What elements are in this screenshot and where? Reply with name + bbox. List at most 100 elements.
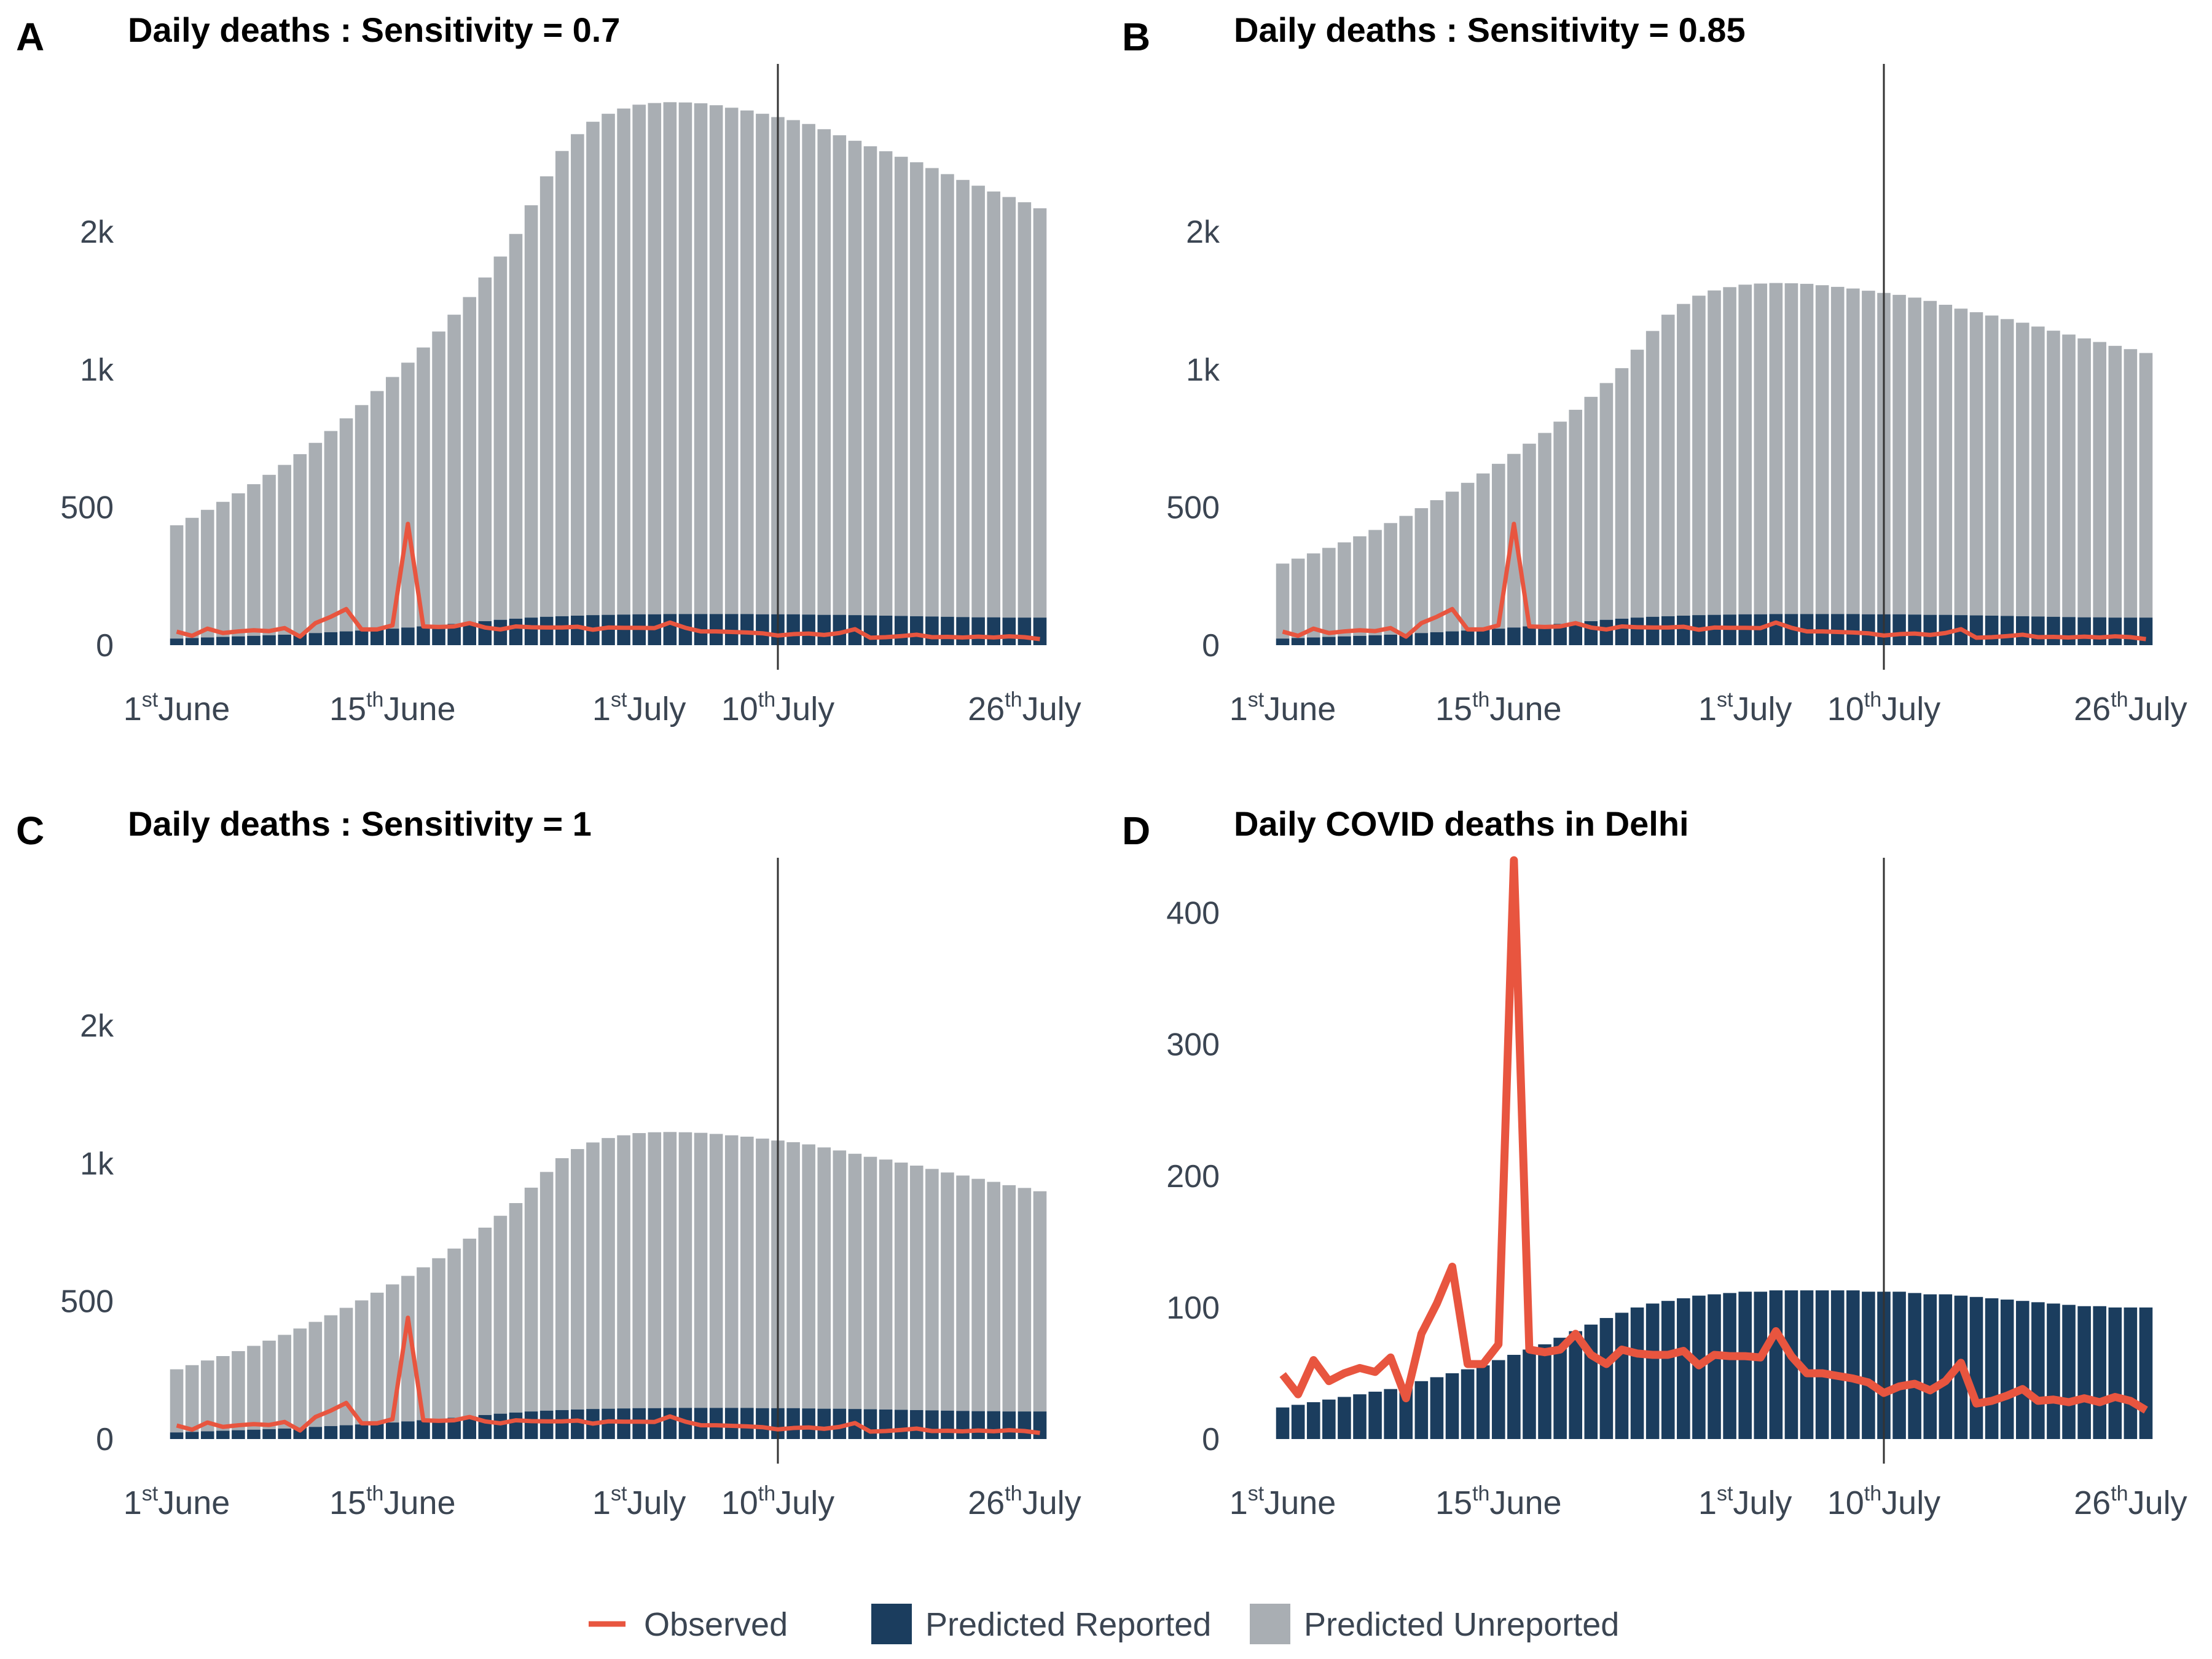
- bar-unreported: [678, 102, 692, 614]
- bar-unreported: [678, 1132, 692, 1408]
- bar-reported: [247, 1429, 261, 1439]
- bar-unreported: [848, 1153, 862, 1410]
- panel-a: A Daily deaths : Sensitivity = 0.7 0 500 1…: [16, 10, 1081, 728]
- bar-unreported: [262, 474, 276, 635]
- bar-reported: [1862, 1292, 1875, 1439]
- bar-unreported: [2108, 345, 2122, 618]
- bar-reported: [185, 1432, 199, 1439]
- bar-reported: [2124, 618, 2138, 645]
- bar-reported: [1830, 1290, 1845, 1439]
- observed-line: [176, 522, 1040, 641]
- bar-unreported: [833, 1150, 847, 1409]
- bar-unreported: [1491, 463, 1505, 629]
- bar-unreported: [1908, 297, 1921, 615]
- bar-unreported: [1892, 294, 1906, 614]
- bar-unreported: [1399, 516, 1413, 634]
- bar-reported: [308, 1427, 323, 1439]
- bar-reported: [1630, 1307, 1644, 1439]
- bar-unreported: [1353, 536, 1367, 636]
- x-tick-label: 10thJuly: [721, 1482, 834, 1521]
- bar-reported: [740, 614, 754, 645]
- bar-unreported: [941, 174, 954, 617]
- bar-unreported: [1723, 287, 1736, 615]
- bar-reported: [509, 618, 523, 645]
- bar-reported: [1985, 616, 1999, 645]
- bar-unreported: [894, 1163, 908, 1410]
- bar-reported: [786, 1408, 800, 1439]
- bar-unreported: [1754, 283, 1768, 614]
- bar-reported: [802, 614, 815, 645]
- bar-unreported: [247, 1346, 261, 1430]
- bar-unreported: [1708, 290, 1721, 615]
- plot-area-c: 0 500 1k 2k 1stJune 15thJune 1stJuly 10thJuly 26…: [60, 858, 1081, 1521]
- bar-unreported: [1445, 492, 1459, 632]
- bar-unreported: [401, 1276, 415, 1422]
- bar-reported: [509, 1412, 523, 1439]
- bar-unreported: [802, 1144, 815, 1409]
- bar-reported: [1002, 618, 1016, 645]
- y-tick-label: 0: [1202, 1422, 1220, 1457]
- bar-unreported: [1815, 285, 1829, 614]
- plot-area-b: 0 500 1k 2k 1stJune 15thJune 1stJuly 10thJuly 26…: [1166, 64, 2187, 728]
- bar-unreported: [925, 1169, 939, 1411]
- bar-reported: [2093, 1306, 2106, 1439]
- y-tick-label: 1k: [1186, 352, 1220, 388]
- legend: Observed Predicted Reported Predicted Un…: [589, 1604, 1619, 1644]
- bar-unreported: [848, 141, 862, 616]
- panel-letter-b: B: [1122, 15, 1150, 59]
- bar-reported: [971, 1411, 985, 1439]
- bar-unreported: [1033, 208, 1047, 618]
- bar-reported: [571, 1410, 584, 1439]
- bar-reported: [170, 1432, 184, 1439]
- bar-reported: [1645, 1303, 1660, 1439]
- bar-unreported: [555, 1158, 569, 1410]
- bar-reported: [539, 1410, 554, 1439]
- bar-reported: [1645, 616, 1660, 645]
- bar-reported: [987, 1411, 1000, 1439]
- bar-unreported: [1018, 202, 1032, 618]
- bar-unreported: [1368, 530, 1382, 635]
- bar-reported: [1599, 1318, 1614, 1439]
- x-tick-label: 26thJuly: [968, 688, 1081, 728]
- x-tick-label: 26thJuly: [2074, 1482, 2187, 1521]
- bar-unreported: [1969, 312, 1983, 616]
- bar-unreported: [1630, 350, 1644, 618]
- bar-reported: [909, 1410, 924, 1439]
- bar-unreported: [709, 105, 723, 614]
- bar-unreported: [987, 1182, 1000, 1411]
- bar-unreported: [1276, 563, 1290, 639]
- bar-reported: [2108, 1307, 2122, 1439]
- bar-reported: [1507, 1354, 1521, 1439]
- bar-reported: [1338, 636, 1351, 645]
- bar-reported: [894, 616, 908, 645]
- bar-reported: [262, 1429, 276, 1439]
- bar-unreported: [2093, 342, 2106, 618]
- bar-unreported: [1692, 296, 1706, 616]
- bar-unreported: [355, 405, 369, 631]
- x-tick-label: 1stJune: [124, 1482, 230, 1521]
- panel-b: B Daily deaths : Sensitivity = 0.85 0 500…: [1122, 10, 2187, 728]
- bar-unreported: [1862, 291, 1875, 614]
- bar-reported: [1491, 1360, 1505, 1439]
- bar-reported: [308, 633, 323, 645]
- y-tick-label: 500: [1166, 490, 1220, 526]
- bar-unreported: [232, 1351, 245, 1430]
- observed-line: [1282, 522, 2146, 641]
- bar-reported: [1538, 1344, 1551, 1439]
- bar-reported: [401, 627, 415, 645]
- bar-reported: [1969, 615, 1983, 645]
- bar-unreported: [308, 1322, 323, 1427]
- bar-reported: [1414, 1381, 1429, 1439]
- bar-unreported: [370, 1292, 384, 1424]
- bar-reported: [1615, 1312, 1629, 1439]
- bar-unreported: [1830, 286, 1845, 614]
- bar-reported: [432, 1419, 445, 1439]
- bar-reported: [956, 617, 970, 645]
- bar-unreported: [170, 525, 184, 639]
- bar-reported: [1939, 1294, 1953, 1439]
- bar-unreported: [216, 1355, 230, 1431]
- bar-unreported: [756, 114, 769, 614]
- bar-reported: [339, 1425, 353, 1439]
- legend-predicted-unreported-label: Predicted Unreported: [1304, 1606, 1619, 1643]
- bar-unreported: [417, 347, 430, 627]
